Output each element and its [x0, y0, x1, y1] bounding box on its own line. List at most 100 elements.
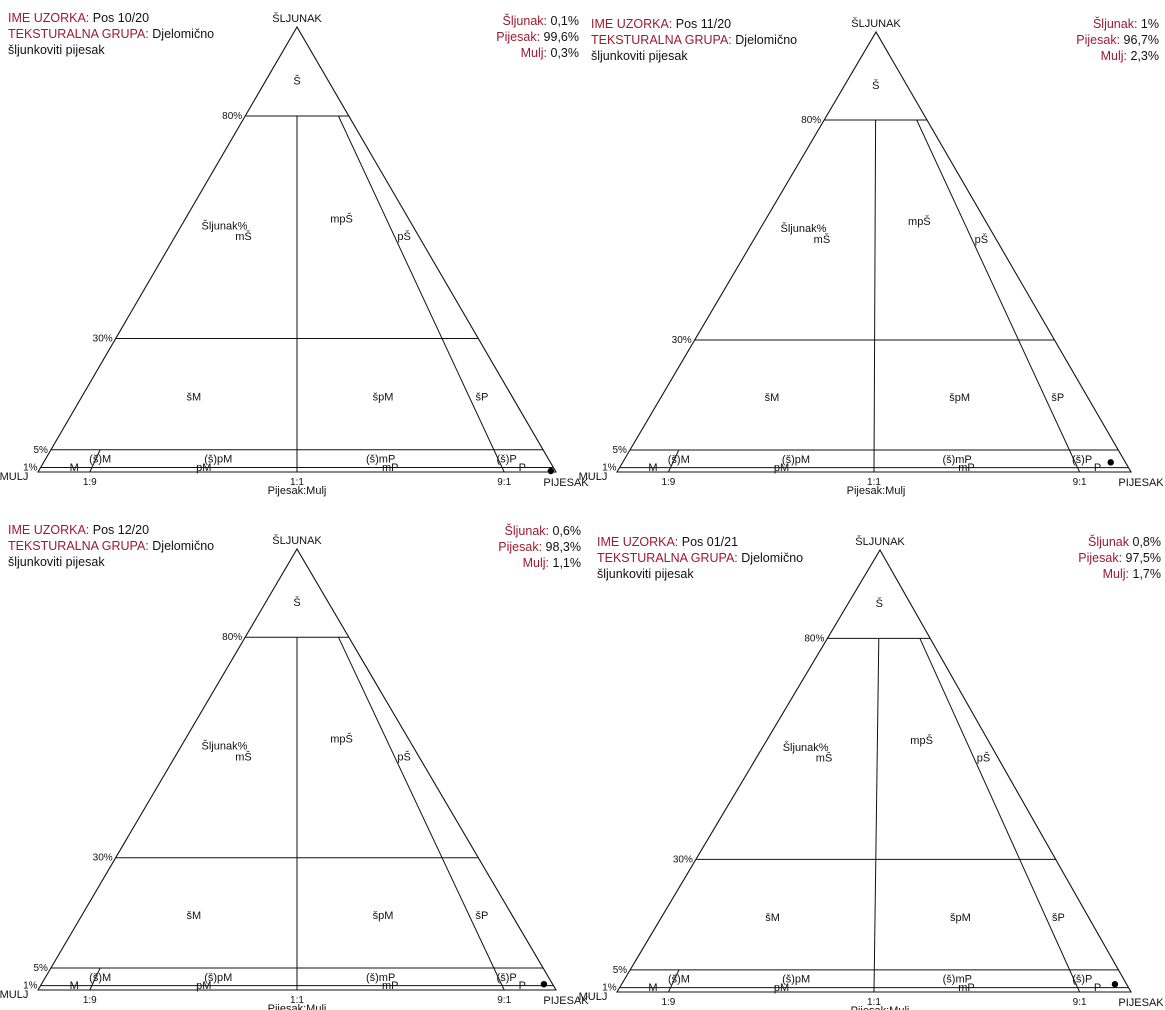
ternary-panel-2: IME UZORKA: Pos 11/20 TEKSTURALNA GRUPA:… [579, 0, 1165, 505]
field-label-p: P [1094, 982, 1101, 994]
ratio-tick-label: 1:9 [661, 477, 675, 488]
mud-label: Mulj: [1102, 567, 1130, 581]
ratio-tick-label: 1:9 [83, 477, 97, 488]
percent-tick-label: 80% [801, 115, 821, 126]
field-label-pm: pM [196, 462, 211, 474]
field-label-s-mp: (š)mP [943, 974, 972, 986]
sample-name-value: Pos 10/20 [92, 11, 150, 25]
field-label-s-p: (š)P [497, 972, 517, 984]
percent-tick-label: 1% [23, 463, 38, 474]
percent-tick-label: 80% [222, 111, 242, 122]
top-vertex-label: ŠLJUNAK [272, 534, 322, 547]
field-label-mps: mpŠ [910, 734, 933, 747]
sand-value: 97,5% [1125, 551, 1161, 565]
field-label-s: Š [293, 596, 300, 609]
top-vertex-label: ŠLJUNAK [855, 535, 905, 548]
ratio-tick-label: 1:1 [867, 477, 881, 488]
field-label-sp: šP [475, 910, 488, 922]
field-label-spm: špM [949, 392, 970, 404]
percent-tick-label: 5% [33, 963, 48, 974]
left-axis-label: Šljunak% [781, 222, 827, 235]
ratio-line-9-1 [916, 119, 1081, 473]
ternary-panel-3: IME UZORKA: Pos 12/20 TEKSTURALNA GRUPA:… [0, 510, 589, 1010]
texture-group-value: Djelomično šljunkoviti pijesak [591, 33, 798, 63]
texture-group-value: Djelomično šljunkoviti pijesak [597, 551, 804, 581]
sand-value: 99,6% [543, 30, 579, 44]
percent-tick-label: 5% [612, 445, 627, 456]
field-label-mp: mP [382, 462, 399, 474]
ratio-line-1-9 [667, 449, 680, 473]
field-label-ms: mŠ [814, 233, 831, 246]
field-label-s-p: (š)P [1072, 974, 1092, 986]
sample-name-value: Pos 01/21 [681, 535, 739, 549]
field-label-m: M [648, 982, 657, 994]
ratio-tick-label: 1:9 [83, 995, 97, 1006]
bottom-axis-label: Pijesak:Mulj [851, 1005, 910, 1010]
left-vertex-label: MULJ [0, 471, 28, 483]
sand-label: Pijesak: [1078, 551, 1123, 565]
field-label-s-m: (š)M [668, 454, 690, 466]
right-vertex-label: PIJESAK [1118, 997, 1164, 1009]
sand-value: 98,3% [545, 540, 581, 554]
gravel-value: 1% [1140, 17, 1159, 31]
field-label-mps: mpŠ [330, 212, 353, 225]
mud-value: 0,3% [550, 46, 580, 60]
field-label-spm: špM [950, 912, 971, 924]
field-label-ms: mŠ [816, 752, 833, 765]
percent-tick-label: 5% [33, 445, 48, 456]
ternary-panel-4: IME UZORKA: Pos 01/21 TEKSTURALNA GRUPA:… [579, 510, 1165, 1010]
texture-group-label: TEKSTURALNA GRUPA: [591, 33, 732, 47]
field-label-ms: mŠ [235, 750, 252, 763]
sample-info: IME UZORKA: Pos 11/20 TEKSTURALNA GRUPA:… [591, 16, 821, 64]
field-label-pm: pM [196, 980, 211, 992]
field-label-s: Š [876, 597, 883, 610]
sample-name-label: IME UZORKA: [8, 523, 90, 537]
ratio-line-1-9 [89, 967, 101, 991]
sample-name-value: Pos 12/20 [92, 523, 150, 537]
mud-value: 1,7% [1132, 567, 1162, 581]
ratio-line-1-1 [873, 119, 877, 473]
field-label-mps: mpŠ [330, 733, 353, 746]
field-label-mp: mP [958, 982, 975, 994]
field-label-spm: špM [373, 910, 394, 922]
field-label-sm: šM [765, 912, 780, 924]
bottom-axis-label: Pijesak:Mulj [268, 485, 327, 497]
mud-label: Mulj: [522, 556, 550, 570]
field-label-mps: mpŠ [908, 215, 931, 228]
right-vertex-label: PIJESAK [1118, 477, 1164, 489]
ratio-tick-label: 9:1 [1073, 997, 1087, 1008]
field-label-s-pm: (š)pM [782, 974, 810, 986]
ternary-diagram: ŠLJUNAK MULJ PIJESAK 80% 30% 5% 1% 1:9 1:1 9:1 Pij… [579, 535, 1165, 1010]
ratio-tick-label: 1:1 [867, 997, 881, 1008]
left-vertex-label: MULJ [579, 471, 608, 483]
percent-tick-label: 80% [222, 632, 242, 643]
field-label-s-mp: (š)mP [366, 454, 395, 466]
field-label-sp: šP [1051, 392, 1064, 404]
field-label-pm: pM [774, 462, 789, 474]
sample-info: IME UZORKA: Pos 01/21 TEKSTURALNA GRUPA:… [597, 534, 827, 582]
field-label-s-pm: (š)pM [204, 454, 232, 466]
field-label-sp: šP [475, 391, 488, 403]
field-label-s: Š [872, 79, 879, 92]
mud-value: 1,1% [552, 556, 582, 570]
mud-label: Mulj: [1100, 49, 1128, 63]
gravel-label: Šljunak: [502, 14, 548, 28]
field-label-s-mp: (š)mP [942, 454, 971, 466]
gravel-value: 0,6% [552, 524, 582, 538]
ratio-line-9-1 [919, 638, 1081, 993]
composition-box: Šljunak: 0,1% Pijesak: 99,6% Mulj: 0,3% [496, 13, 579, 61]
ratio-tick-label: 9:1 [497, 477, 511, 488]
percent-tick-label: 30% [93, 334, 113, 345]
field-label-m: M [648, 462, 657, 474]
ratio-tick-label: 1:1 [290, 995, 304, 1006]
field-label-spm: špM [373, 391, 394, 403]
bottom-axis-label: Pijesak:Mulj [268, 1003, 327, 1010]
sand-value: 96,7% [1123, 33, 1159, 47]
field-label-sm: šM [186, 391, 201, 403]
field-label-s-m: (š)M [89, 454, 111, 466]
ternary-diagram: ŠLJUNAK MULJ PIJESAK 80% 30% 5% 1% 1:9 1:1 9:1 Pij… [0, 534, 589, 1010]
top-vertex-label: ŠLJUNAK [272, 12, 322, 25]
field-label-m: M [70, 980, 79, 992]
sample-name-label: IME UZORKA: [8, 11, 90, 25]
mud-value: 2,3% [1130, 49, 1160, 63]
